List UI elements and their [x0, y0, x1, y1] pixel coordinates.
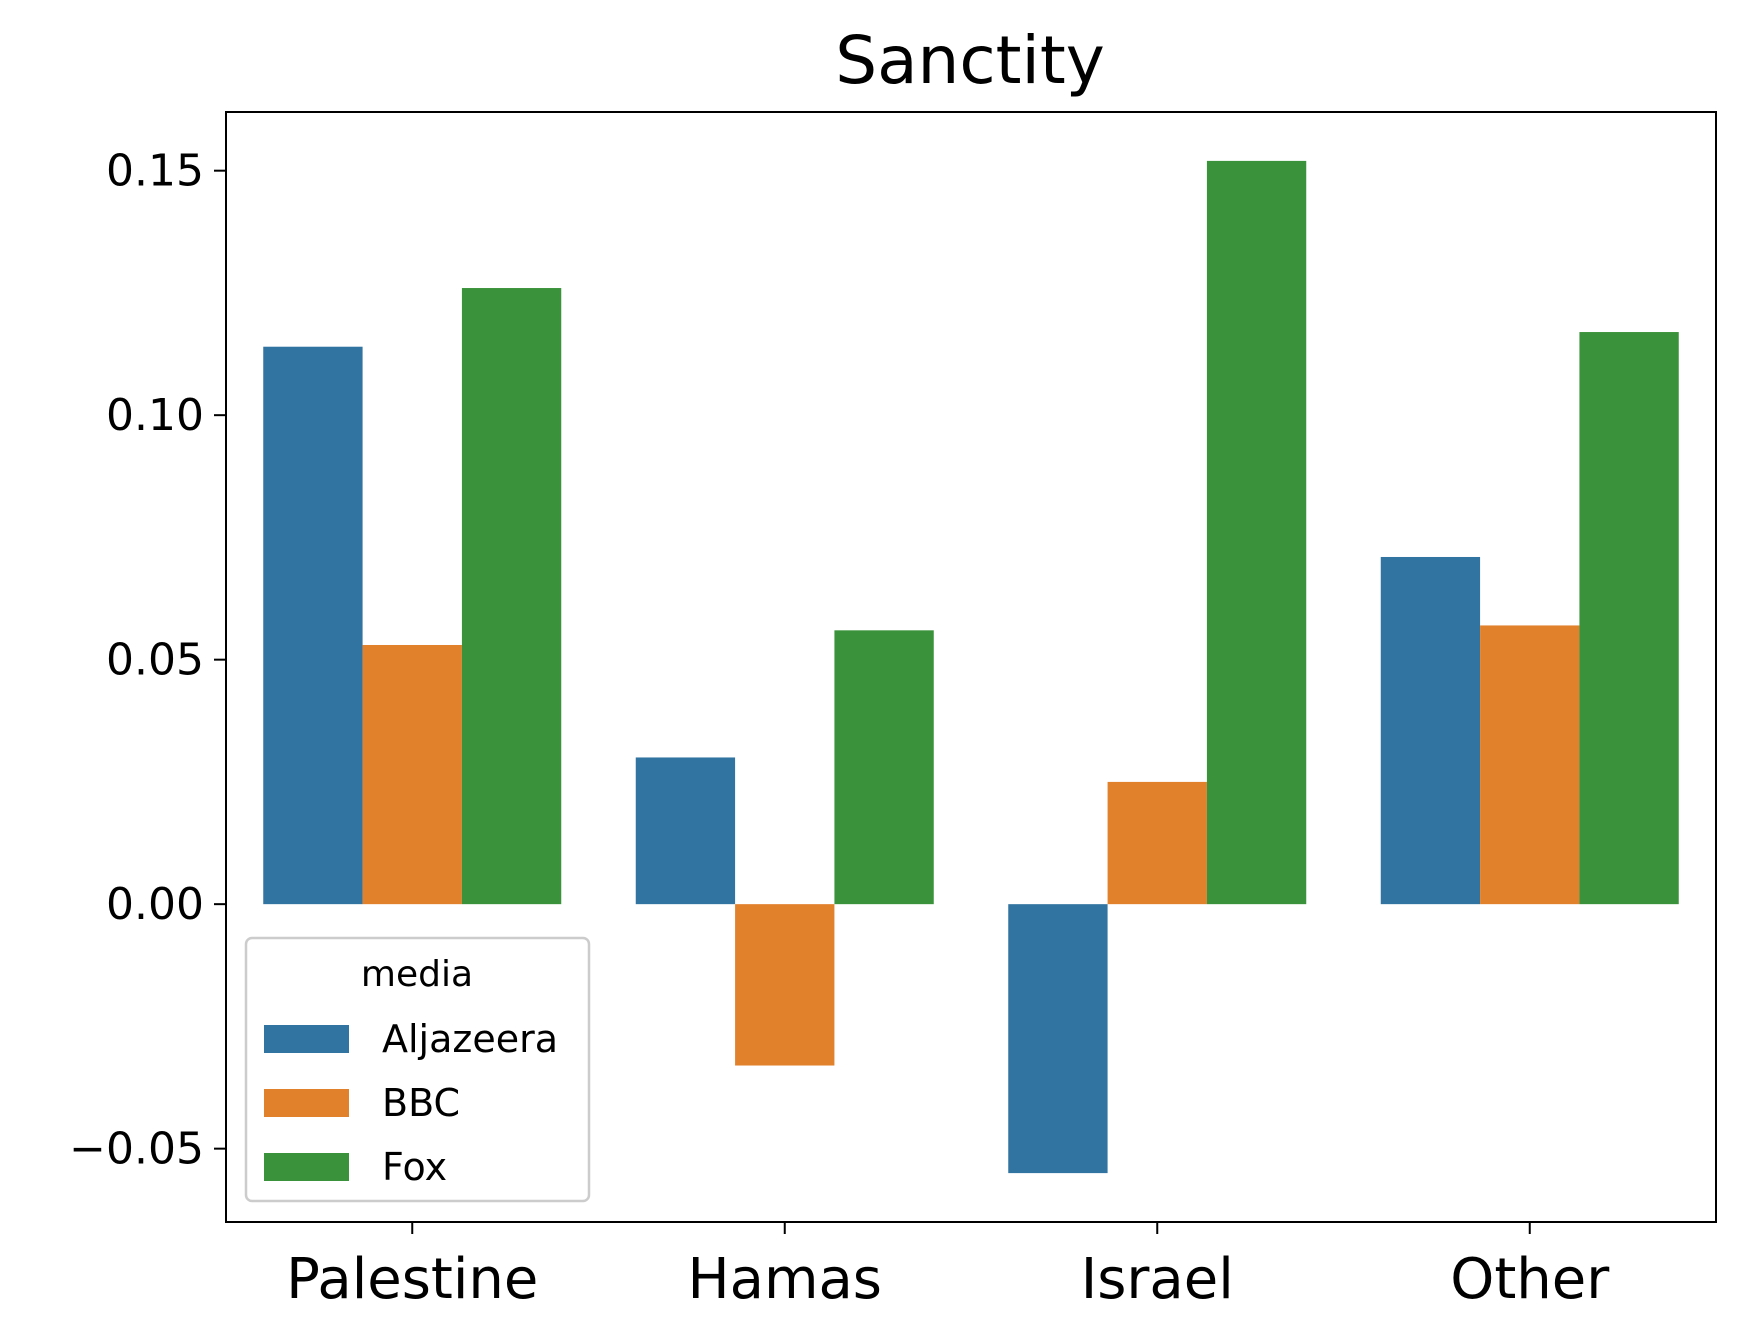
legend-label-bbc: BBC	[382, 1081, 460, 1125]
bar-palestine-fox	[461, 288, 562, 905]
bar-hamas-bbc	[735, 904, 835, 1066]
bar-israel-bbc	[1107, 781, 1207, 905]
x-tick-label-israel: Israel	[1081, 1247, 1234, 1312]
legend: media Aljazeera BBC Fox	[244, 936, 591, 1203]
bar-hamas-aljazeera	[635, 757, 736, 905]
bar-hamas-fox	[834, 630, 934, 905]
legend-label-fox: Fox	[382, 1145, 447, 1189]
bar-palestine-bbc	[362, 644, 462, 905]
y-tick-label: 0.15	[106, 146, 204, 197]
legend-label-aljazeera: Aljazeera	[382, 1017, 558, 1061]
bar-other-aljazeera	[1380, 556, 1481, 905]
legend-swatch-bbc	[264, 1089, 349, 1117]
bar-israel-aljazeera	[1008, 904, 1108, 1174]
y-axis: −0.05 0.00 0.05 0.10 0.15	[69, 146, 226, 1175]
x-tick-label-palestine: Palestine	[286, 1247, 538, 1312]
bar-israel-fox	[1206, 160, 1307, 905]
x-axis: Palestine Hamas Israel Other	[286, 1222, 1610, 1312]
chart-title: Sanctity	[835, 22, 1105, 99]
x-tick-label-other: Other	[1450, 1247, 1610, 1312]
y-tick-label: −0.05	[69, 1124, 204, 1175]
bar-other-bbc	[1480, 625, 1580, 905]
x-tick-label-hamas: Hamas	[688, 1247, 882, 1312]
bar-palestine-aljazeera	[263, 346, 363, 905]
legend-entries: Aljazeera BBC Fox	[264, 1017, 558, 1189]
bars-layer	[263, 160, 1679, 1174]
plot-area-frame	[225, 111, 1717, 1223]
legend-title: media	[361, 954, 473, 995]
bar-other-fox	[1579, 332, 1679, 905]
y-tick-label: 0.05	[106, 635, 204, 686]
legend-swatch-aljazeera	[264, 1025, 349, 1053]
legend-swatch-fox	[264, 1153, 349, 1181]
y-tick-label: 0.00	[106, 879, 204, 930]
y-tick-label: 0.10	[106, 390, 204, 441]
legend-box	[244, 936, 591, 1203]
